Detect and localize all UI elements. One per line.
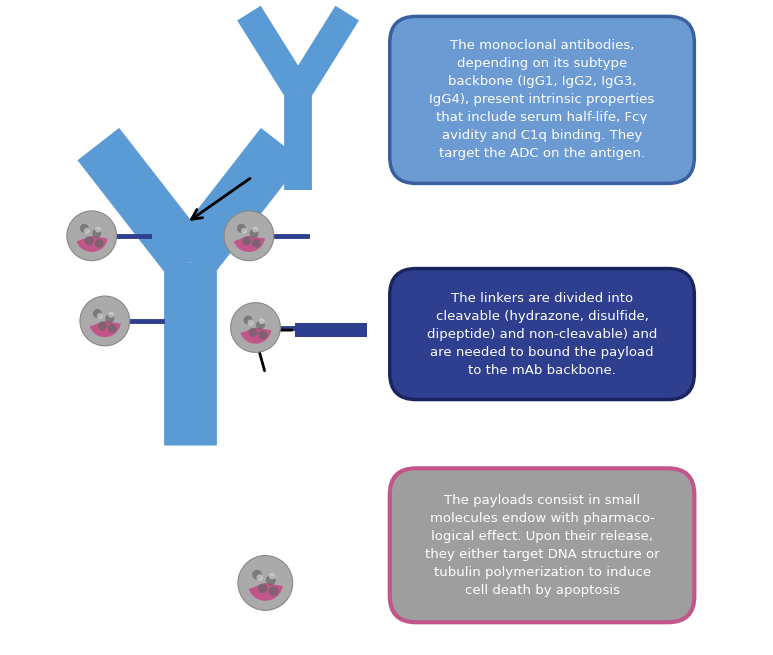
Circle shape	[66, 211, 117, 261]
Circle shape	[93, 309, 102, 318]
Circle shape	[237, 224, 246, 233]
Circle shape	[252, 239, 261, 248]
Circle shape	[80, 224, 89, 233]
Circle shape	[98, 322, 107, 330]
Circle shape	[249, 328, 257, 337]
Circle shape	[105, 314, 114, 323]
Circle shape	[252, 570, 262, 580]
Circle shape	[250, 229, 258, 238]
Circle shape	[85, 236, 94, 245]
Circle shape	[238, 555, 293, 610]
Text: The monoclonal antibodies,
depending on its subtype
backbone (IgG1, IgG2, IgG3,
: The monoclonal antibodies, depending on …	[430, 39, 655, 160]
Circle shape	[257, 584, 267, 593]
Wedge shape	[90, 321, 121, 337]
Circle shape	[92, 229, 101, 238]
Circle shape	[95, 239, 104, 248]
Circle shape	[269, 573, 275, 580]
FancyBboxPatch shape	[390, 16, 694, 183]
Circle shape	[266, 575, 276, 585]
Circle shape	[259, 318, 264, 324]
Circle shape	[95, 227, 101, 233]
Text: The payloads consist in small
molecules endow with pharmaco-
logical effect. Upo: The payloads consist in small molecules …	[424, 494, 659, 597]
Circle shape	[108, 312, 114, 318]
Circle shape	[230, 303, 281, 352]
Circle shape	[241, 228, 247, 234]
Text: The linkers are divided into
cleavable (hydrazone, disulfide,
dipeptide) and non: The linkers are divided into cleavable (…	[427, 291, 657, 377]
Wedge shape	[249, 583, 283, 601]
Circle shape	[268, 586, 278, 596]
Circle shape	[243, 316, 253, 324]
Circle shape	[256, 320, 265, 329]
Circle shape	[252, 227, 258, 233]
Circle shape	[242, 236, 251, 245]
Circle shape	[258, 331, 267, 339]
FancyBboxPatch shape	[295, 323, 367, 337]
Circle shape	[247, 320, 254, 326]
Circle shape	[108, 324, 117, 333]
Circle shape	[83, 228, 90, 234]
Circle shape	[224, 211, 274, 261]
Circle shape	[80, 296, 130, 346]
Wedge shape	[77, 236, 107, 252]
Wedge shape	[240, 328, 271, 344]
FancyBboxPatch shape	[390, 468, 694, 622]
FancyBboxPatch shape	[390, 269, 694, 400]
Circle shape	[257, 574, 263, 581]
Circle shape	[97, 313, 103, 319]
Wedge shape	[233, 236, 265, 252]
